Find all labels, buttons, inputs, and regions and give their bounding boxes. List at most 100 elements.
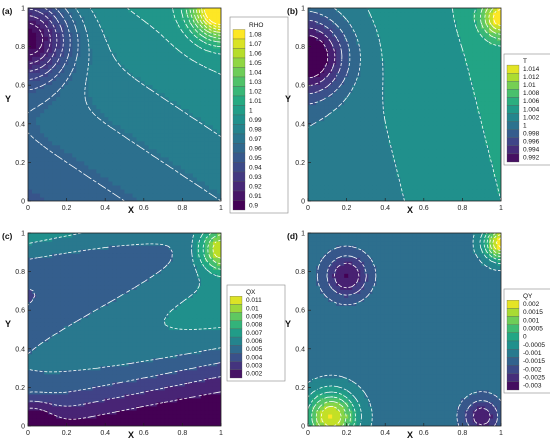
field-cell: [336, 188, 341, 194]
field-cell: [84, 92, 89, 98]
field-cell: [92, 36, 97, 41]
field-cell: [392, 44, 398, 49]
field-cell: [348, 156, 353, 162]
field-cell: [400, 172, 406, 178]
field-cell: [88, 124, 93, 130]
field-cell: [312, 84, 317, 90]
field-cell: [48, 88, 53, 94]
field-cell: [460, 28, 466, 33]
field-cell: [360, 40, 365, 45]
field-cell: [120, 60, 126, 65]
field-cell: [76, 40, 81, 45]
field-cell: [160, 156, 166, 162]
field-cell: [340, 16, 345, 21]
field-cell: [492, 44, 498, 49]
field-cell: [384, 88, 390, 94]
field-cell: [492, 56, 498, 61]
field-cell: [344, 20, 349, 25]
field-cell: [112, 192, 118, 198]
field-cell: [52, 20, 57, 25]
field-cell: [68, 184, 73, 190]
field-cell: [168, 48, 174, 53]
field-cell: [468, 128, 474, 134]
field-cell: [376, 136, 381, 142]
field-cell: [132, 140, 138, 146]
field-cell: [192, 88, 198, 94]
field-cell: [48, 184, 53, 190]
field-cell: [328, 72, 333, 77]
field-cell: [32, 132, 37, 138]
field-cell: [424, 20, 430, 25]
field-cell: [124, 88, 130, 94]
field-cell: [464, 28, 470, 33]
field-cell: [488, 112, 494, 118]
field-cell: [420, 24, 426, 29]
field-cell: [212, 421, 218, 426]
field-cell: [312, 96, 317, 102]
field-cell: [316, 40, 321, 45]
field-cell: [436, 72, 442, 77]
legend-title: RHO: [249, 22, 263, 29]
field-cell: [360, 168, 365, 174]
field-cell: [324, 120, 329, 126]
field-cell: [452, 180, 458, 186]
field-cell: [316, 88, 321, 94]
field-cell: [180, 172, 186, 178]
field-cell: [160, 64, 166, 69]
field-cell: [484, 120, 490, 126]
field-cell: [380, 104, 385, 110]
field-cell: [360, 184, 365, 190]
field-cell: [152, 92, 158, 98]
field-cell: [328, 136, 333, 142]
field-cell: [448, 36, 454, 41]
field-cell: [420, 128, 426, 134]
field-cell: [40, 32, 45, 37]
field-cell: [200, 44, 206, 49]
field-cell: [164, 8, 170, 13]
field-cell: [52, 176, 57, 182]
field-cell: [216, 116, 221, 122]
field-cell: [188, 48, 194, 53]
field-cell: [88, 60, 93, 65]
field-cell: [328, 140, 333, 146]
field-cell: [112, 421, 118, 426]
field-cell: [376, 156, 381, 162]
field-cell: [452, 120, 458, 126]
field-cell: [160, 164, 166, 170]
field-cell: [52, 192, 57, 198]
field-cell: [336, 60, 341, 65]
field-cell: [336, 100, 341, 106]
field-cell: [420, 40, 426, 45]
field-cell: [44, 156, 49, 162]
field-cell: [72, 168, 77, 174]
field-cell: [140, 80, 146, 85]
field-cell: [196, 20, 202, 25]
field-cell: [28, 156, 33, 162]
field-cell: [204, 184, 210, 190]
field-cell: [372, 92, 377, 98]
field-cell: [92, 421, 97, 426]
field-cell: [100, 156, 105, 162]
field-cell: [164, 24, 170, 29]
field-cell: [164, 136, 170, 142]
field-cell: [60, 68, 65, 73]
field-cell: [424, 84, 430, 90]
field-cell: [312, 92, 317, 98]
field-cell: [392, 152, 398, 158]
field-cell: [472, 148, 478, 154]
field-cell: [172, 48, 178, 53]
field-cell: [464, 8, 470, 13]
field-cell: [96, 421, 101, 426]
field-cell: [312, 52, 317, 57]
field-cell: [468, 188, 474, 194]
field-cell: [348, 112, 353, 118]
field-cell: [308, 96, 313, 102]
field-cell: [112, 116, 118, 122]
field-cell: [452, 156, 458, 162]
field-cell: [188, 124, 194, 130]
field-cell: [144, 172, 150, 178]
field-cell: [384, 92, 390, 98]
field-cell: [452, 144, 458, 150]
field-cell: [108, 172, 114, 178]
field-cell: [64, 24, 69, 29]
